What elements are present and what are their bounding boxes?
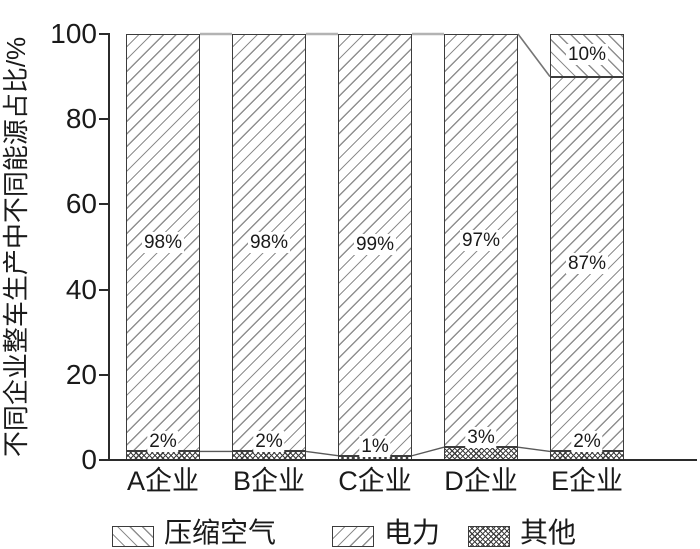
segment-label-electricity: 97%	[459, 229, 503, 251]
segment-label-electricity: 98%	[247, 231, 291, 253]
segment-label-other: 2%	[253, 431, 285, 453]
y-tick-label: 60	[65, 188, 97, 220]
x-category-label: A企业	[126, 466, 199, 496]
legend-label: 电力	[384, 517, 441, 548]
y-tick-label: 40	[65, 273, 97, 305]
segment-label-other: 2%	[571, 431, 603, 453]
segment-label-electricity: 87%	[565, 253, 609, 275]
y-tick	[99, 459, 109, 461]
legend-label: 压缩空气	[164, 517, 277, 548]
y-tick	[99, 203, 109, 206]
x-category-label: D企业	[444, 466, 518, 496]
legend-swatch-backslash	[112, 526, 154, 547]
y-axis-line	[108, 33, 111, 461]
x-axis-line	[108, 459, 697, 462]
y-tick	[99, 373, 109, 376]
x-category-label: C企业	[338, 466, 412, 496]
y-tick-label: 80	[65, 103, 97, 135]
segment-label-electricity: 98%	[141, 231, 185, 253]
y-tick-label: 0	[81, 444, 97, 475]
x-category-label: B企业	[232, 466, 305, 496]
y-tick-label: 20	[65, 358, 97, 390]
legend-swatch-slash	[332, 526, 374, 547]
x-category-label: E企业	[550, 466, 623, 496]
legend-swatch-cross	[468, 526, 510, 547]
y-tick	[99, 288, 109, 291]
legend-label: 其他	[520, 517, 577, 548]
y-tick	[99, 118, 109, 121]
segment-label-other: 2%	[147, 431, 179, 453]
segment-label-other: 3%	[465, 427, 497, 449]
segment-label-compressed-air: 10%	[565, 44, 609, 66]
segment-label-other: 1%	[359, 435, 391, 457]
segment-label-electricity: 99%	[353, 233, 397, 255]
y-tick-label: 100	[50, 18, 97, 49]
bar-segment-electricity	[444, 34, 518, 448]
y-tick	[99, 33, 109, 35]
bar-segment-electricity	[338, 34, 412, 456]
